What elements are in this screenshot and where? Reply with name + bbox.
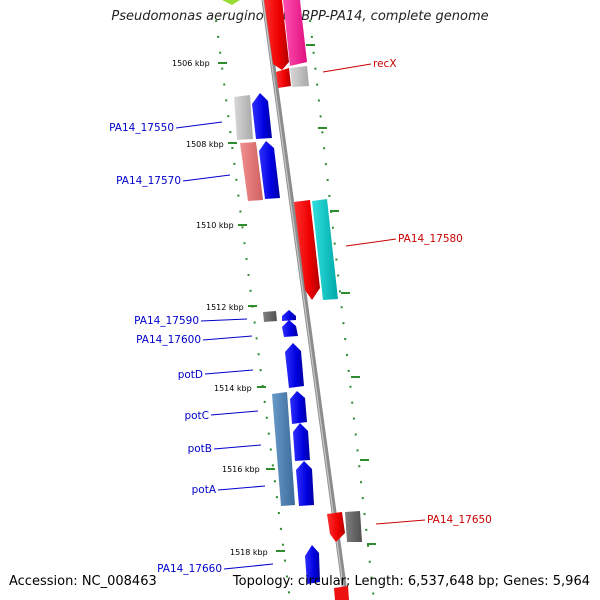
genome-backbone (261, 0, 349, 600)
gene-potC-block[interactable] (290, 391, 307, 424)
tick-label: 1510 kbp (196, 221, 234, 230)
gene-label-PA14_17570[interactable]: PA14_17570 (116, 175, 181, 187)
gene-PA14_17570-block[interactable] (240, 141, 280, 201)
gene-PA14_17580-block[interactable] (294, 199, 338, 300)
gene-recX-block[interactable] (264, 0, 309, 88)
topology-text: Topology: circular; Length: 6,537,648 bp… (232, 574, 590, 589)
inner-dotted-track (215, 19, 291, 600)
gene-PA14_17600-block[interactable] (282, 320, 298, 337)
gene-label-potB[interactable]: potB (188, 443, 212, 455)
gene-label-recX[interactable]: recX (373, 58, 397, 70)
tick-label: 1514 kbp (214, 384, 252, 393)
tick-label: 1508 kbp (186, 140, 224, 149)
gene-label-potA[interactable]: potA (192, 484, 217, 496)
reverse-leaders (175, 121, 274, 570)
gene-label-PA14_17550[interactable]: PA14_17550 (109, 122, 174, 134)
tick-1510: 1510 kbp (196, 221, 247, 230)
gene-PA14_17660-block[interactable] (305, 545, 320, 584)
tick-label: 1518 kbp (230, 548, 268, 557)
forward-leaders (322, 63, 426, 525)
gene-potA-block[interactable] (272, 392, 314, 506)
gene-potD-block[interactable] (285, 343, 304, 388)
accession-text: Accession: NC_008463 (9, 574, 157, 589)
tick-1508: 1508 kbp (186, 140, 237, 149)
gene-PA14_17550-block[interactable] (234, 93, 272, 140)
partial-feature-top (222, 0, 240, 5)
gene-label-potD[interactable]: potD (178, 369, 203, 381)
tick-1506: 1506 kbp (172, 59, 227, 68)
tick-1516: 1516 kbp (222, 465, 275, 474)
gene-PA14_17590-block[interactable] (263, 310, 296, 322)
gene-label-PA14_17590[interactable]: PA14_17590 (134, 315, 199, 327)
gene-label-potC[interactable]: potC (184, 410, 209, 422)
tick-label: 1512 kbp (206, 303, 244, 312)
outer-ticks (306, 44, 376, 545)
tick-label: 1516 kbp (222, 465, 260, 474)
gene-bottom-partial (334, 586, 349, 600)
genome-backbone-highlight (262, 0, 346, 600)
outer-dotted-track (309, 19, 375, 600)
tick-1514: 1514 kbp (214, 384, 266, 393)
gene-label-PA14_17580[interactable]: PA14_17580 (398, 233, 463, 245)
tick-1518: 1518 kbp (230, 548, 285, 557)
tick-label: 1506 kbp (172, 59, 210, 68)
gene-potB-block[interactable] (293, 423, 310, 461)
gene-label-PA14_17600[interactable]: PA14_17600 (136, 334, 201, 346)
gene-label-PA14_17660[interactable]: PA14_17660 (157, 563, 222, 575)
gene-label-PA14_17650[interactable]: PA14_17650 (427, 514, 492, 526)
gene-PA14_17650-block[interactable] (327, 511, 362, 542)
tick-1512: 1512 kbp (206, 303, 257, 312)
